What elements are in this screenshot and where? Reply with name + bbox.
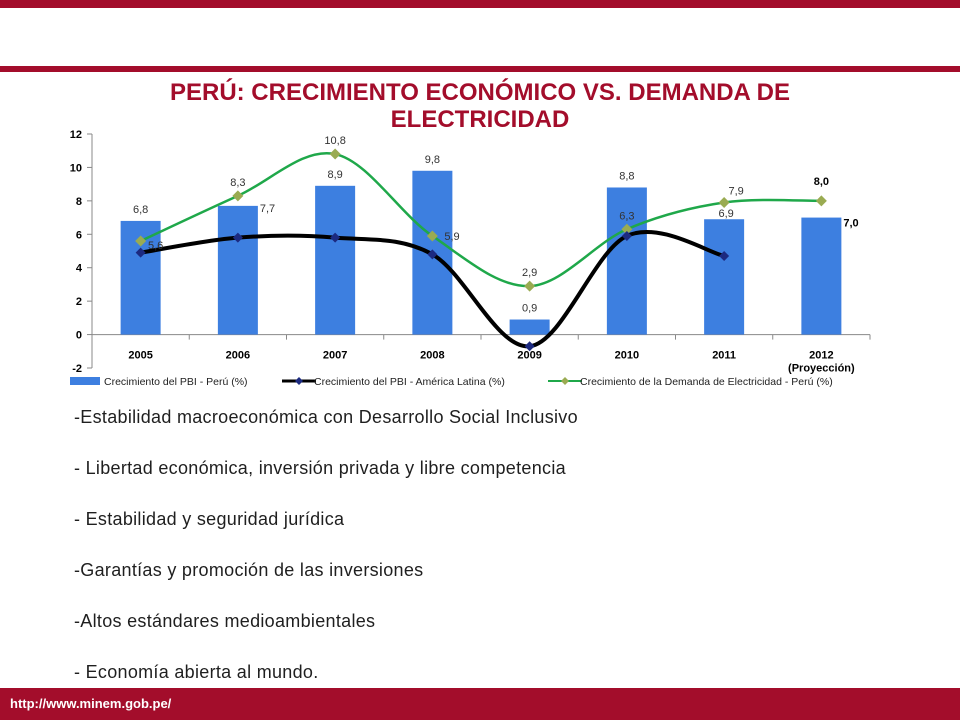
x-tick-label: 2005 <box>128 350 152 362</box>
x-tick-label: 2006 <box>226 350 250 362</box>
legend-marker-electricity <box>561 377 569 385</box>
bar <box>801 217 842 335</box>
bar-label: 8,8 <box>619 170 634 182</box>
legend-label-electricity: Crecimiento de la Demanda de Electricida… <box>580 376 833 388</box>
legend-marker-latam <box>295 377 303 385</box>
bullet-item: -Garantías y promoción de las inversione… <box>74 560 424 580</box>
x-tick-label: 2011 <box>712 350 736 362</box>
bullet-item: - Estabilidad y seguridad jurídica <box>74 509 345 529</box>
electricity-label: 5,9 <box>444 231 459 243</box>
legend-label-bar: Crecimiento del PBI - Perú (%) <box>104 376 248 388</box>
point-electricity <box>524 280 536 292</box>
bullet-item: - Economía abierta al mundo. <box>74 662 319 682</box>
x-tick-label: 2007 <box>323 350 347 362</box>
y-tick-label: 6 <box>76 229 82 241</box>
bar <box>704 219 745 335</box>
electricity-label: 6,3 <box>619 210 634 222</box>
bullet-item: - Libertad económica, inversión privada … <box>74 458 566 478</box>
bar-label: 7,7 <box>260 203 275 215</box>
series-line-electricity <box>140 151 822 288</box>
point-electricity <box>329 148 341 160</box>
bar-label: 6,9 <box>718 208 733 220</box>
point-electricity <box>426 230 438 242</box>
point-electricity <box>135 235 147 247</box>
point-latam <box>719 251 730 262</box>
bar <box>509 319 550 335</box>
y-tick-label: -2 <box>72 363 82 375</box>
y-tick-label: 0 <box>76 330 82 342</box>
point-electricity <box>718 197 730 209</box>
electricity-label: 10,8 <box>324 135 345 147</box>
electricity-label: 7,9 <box>728 186 743 198</box>
y-tick-label: 10 <box>70 162 82 174</box>
electricity-label: 2,9 <box>522 267 537 279</box>
x-tick-label: 2009 <box>517 350 541 362</box>
bullet-item: -Estabilidad macroeconómica con Desarrol… <box>74 407 578 427</box>
bar-label: 8,9 <box>327 169 342 181</box>
point-electricity <box>815 195 827 207</box>
x-tick-label: 2012 <box>809 350 833 362</box>
footer-bar: http://www.minem.gob.pe/ <box>0 688 960 720</box>
bullet-item: -Altos estándares medioambientales <box>74 611 376 631</box>
point-electricity <box>621 223 633 235</box>
x-tick-sublabel: (Proyección) <box>788 363 855 375</box>
y-tick-label: 4 <box>76 263 83 275</box>
y-tick-label: 8 <box>76 196 82 208</box>
bar <box>606 187 647 335</box>
bar-label: 9,8 <box>425 154 440 166</box>
electricity-label: 8,3 <box>230 177 245 189</box>
chart-title: PERÚ: CRECIMIENTO ECONÓMICO VS. DEMANDA … <box>169 79 791 133</box>
bar <box>315 185 356 335</box>
bullet-list: -Estabilidad macroeconómica con Desarrol… <box>74 406 894 712</box>
point-latam <box>621 230 632 241</box>
point-latam <box>232 232 243 243</box>
header-accent-bar <box>0 66 960 72</box>
point-latam <box>330 232 341 243</box>
point-electricity <box>232 190 244 202</box>
latam-label: 5,6 <box>148 240 163 252</box>
point-latam <box>524 341 535 352</box>
bar-label: 0,9 <box>522 303 537 315</box>
bar <box>217 205 258 335</box>
bar-label: 6,8 <box>133 204 148 216</box>
y-tick-label: 12 <box>70 129 82 141</box>
chart: -2 0 2 4 6 8 10 12 6,8 7,7 8,9 9,8 0,9 8,8 6,9 7,0 8,3 10… <box>70 129 871 388</box>
legend-swatch-bar <box>70 377 100 385</box>
top-accent-bar <box>0 0 960 8</box>
footer-url[interactable]: http://www.minem.gob.pe/ <box>10 696 172 711</box>
point-latam <box>135 247 146 258</box>
x-tick-label: 2008 <box>420 350 444 362</box>
point-latam <box>427 249 438 260</box>
x-tick-label: 2010 <box>615 350 639 362</box>
legend-label-latam: Crecimiento del PBI - América Latina (%) <box>314 376 505 388</box>
y-tick-label: 2 <box>76 296 82 308</box>
bar-label: 7,0 <box>843 218 858 230</box>
electricity-label: 8,0 <box>814 176 829 188</box>
